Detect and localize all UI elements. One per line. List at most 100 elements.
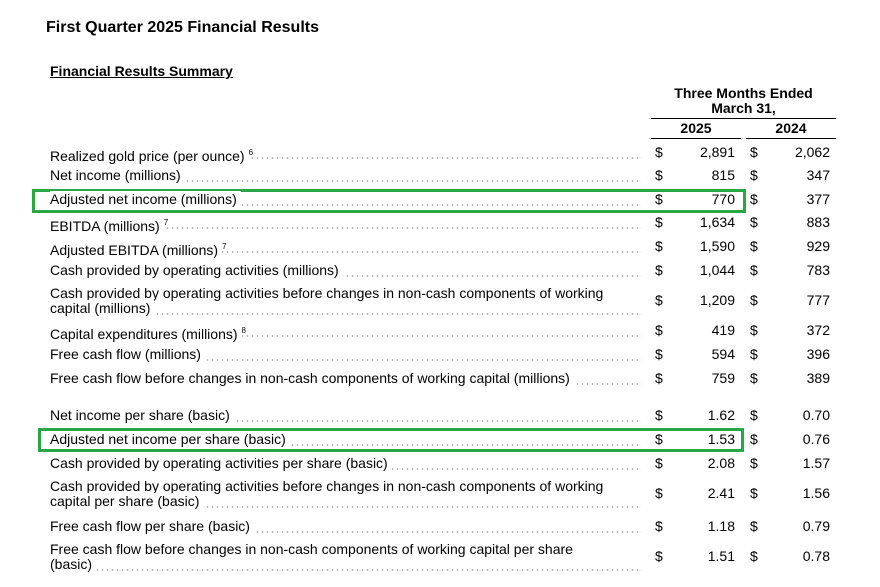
value-2024: 0.78 <box>802 548 830 564</box>
value-2025: 2.41 <box>707 485 735 501</box>
value-2024: 389 <box>806 370 830 386</box>
table-row: Cash provided by operating activities be… <box>0 478 880 509</box>
currency-symbol-2025: $ <box>655 322 663 338</box>
section-title: Financial Results Summary <box>50 63 233 79</box>
row-label-text: Net income (millions) <box>50 167 185 183</box>
currency-symbol-2024: $ <box>750 167 758 183</box>
value-2024: 0.79 <box>802 518 830 534</box>
currency-symbol-2025: $ <box>655 144 663 160</box>
row-label: Realized gold price (per ounce) 6 <box>50 145 642 164</box>
dot-leader <box>50 569 642 571</box>
row-label-text: Realized gold price (per ounce) <box>50 148 249 164</box>
year-rule-2024 <box>746 138 836 139</box>
row-label-text: Net income per share (basic) <box>50 407 234 423</box>
currency-symbol-2024: $ <box>750 407 758 423</box>
currency-symbol-2024: $ <box>750 370 758 386</box>
currency-symbol-2024: $ <box>750 322 758 338</box>
value-2024: 2,062 <box>794 144 830 160</box>
value-2025: 2,891 <box>699 144 735 160</box>
footnote-marker: 7 <box>163 218 169 227</box>
period-header: Three Months Ended March 31, <box>651 86 836 116</box>
currency-symbol-2025: $ <box>655 167 663 183</box>
value-2025: 419 <box>711 322 735 338</box>
table-row: Net income (millions) $815 $347 <box>0 167 880 183</box>
dot-leader <box>50 313 642 315</box>
dot-leader <box>50 444 642 446</box>
currency-symbol-2024: $ <box>750 346 758 362</box>
row-label-text: Cash provided by operating activities (m… <box>50 262 343 278</box>
dot-leader <box>50 204 642 206</box>
currency-symbol-2025: $ <box>655 548 663 564</box>
value-2024: 0.76 <box>802 431 830 447</box>
value-2025: 594 <box>711 346 735 362</box>
table-row: Adjusted net income per share (basic) $1.… <box>0 431 880 447</box>
footnote-marker: 7 <box>222 242 227 251</box>
dot-leader <box>50 227 642 229</box>
dot-leader <box>50 359 642 361</box>
value-2025: 1,634 <box>699 214 735 230</box>
row-label: Net income (millions) <box>50 167 642 183</box>
value-2025: 1.51 <box>707 548 735 564</box>
currency-symbol-2025: $ <box>655 346 663 362</box>
dot-leader <box>50 275 642 277</box>
table-row: Adjusted EBITDA (millions) 7 $1,590 $929 <box>0 238 880 258</box>
table-row: Cash provided by operating activities be… <box>0 285 880 316</box>
value-2024: 929 <box>806 238 830 254</box>
currency-symbol-2024: $ <box>750 485 758 501</box>
row-label: Capital expenditures (millions) 8 <box>50 323 642 342</box>
currency-symbol-2024: $ <box>750 238 758 254</box>
currency-symbol-2024: $ <box>750 144 758 160</box>
table-row: EBITDA (millions) 7 $1,634 $883 <box>0 214 880 234</box>
row-label: Adjusted net income (millions) <box>50 191 642 207</box>
row-label-text-continued: capital (millions) <box>50 300 155 316</box>
currency-symbol-2024: $ <box>750 214 758 230</box>
year-rule-2025 <box>651 138 741 139</box>
row-label-text: Adjusted EBITDA (millions) <box>50 242 223 258</box>
table-row: Free cash flow per share (basic) $1.18 $0.… <box>0 518 880 534</box>
year-header-2024: 2024 <box>775 120 807 136</box>
value-2025: 1.18 <box>707 518 735 534</box>
year-header-2025: 2025 <box>680 120 712 136</box>
row-label: Free cash flow before changes in non-cas… <box>50 541 642 572</box>
row-label: Cash provided by operating activities (m… <box>50 262 642 278</box>
row-label-text: Free cash flow before changes in non-cas… <box>50 370 574 386</box>
row-label: Free cash flow (millions) <box>50 346 642 362</box>
dot-leader <box>50 251 642 253</box>
dot-leader <box>50 506 642 508</box>
value-2024: 0.70 <box>802 407 830 423</box>
currency-symbol-2025: $ <box>655 191 663 207</box>
value-2024: 883 <box>806 214 830 230</box>
value-2025: 1.62 <box>707 407 735 423</box>
currency-symbol-2025: $ <box>655 214 663 230</box>
row-label: Free cash flow before changes in non-cas… <box>50 370 642 386</box>
row-label-text: Cash provided by operating activities pe… <box>50 455 392 471</box>
row-label: Free cash flow per share (basic) <box>50 518 642 534</box>
footnote-marker: 8 <box>241 326 246 335</box>
currency-symbol-2025: $ <box>655 407 663 423</box>
row-label: Cash provided by operating activities be… <box>50 478 642 509</box>
value-2025: 759 <box>711 370 735 386</box>
value-2025: 1.53 <box>707 431 735 447</box>
currency-symbol-2024: $ <box>750 191 758 207</box>
dot-leader <box>50 531 642 533</box>
document-title: First Quarter 2025 Financial Results <box>46 19 319 36</box>
highlight-adjusted-net-income <box>32 189 746 213</box>
period-header-line2: March 31, <box>711 100 776 116</box>
dot-leader <box>50 180 642 182</box>
row-label-text: Cash provided by operating activities be… <box>50 478 608 494</box>
value-2025: 770 <box>711 191 735 207</box>
table-row: Capital expenditures (millions) 8 $419 $372 <box>0 322 880 342</box>
value-2024: 777 <box>806 292 830 308</box>
value-2025: 1,209 <box>699 292 735 308</box>
table-row: Cash provided by operating activities pe… <box>0 455 880 471</box>
value-2025: 1,044 <box>699 262 735 278</box>
dot-leader <box>50 420 642 422</box>
dot-leader <box>50 335 642 337</box>
currency-symbol-2025: $ <box>655 292 663 308</box>
row-label-text: Free cash flow (millions) <box>50 346 205 362</box>
row-label: EBITDA (millions) 7 <box>50 215 642 234</box>
currency-symbol-2024: $ <box>750 431 758 447</box>
table-row: Realized gold price (per ounce) 6 $2,891 $2… <box>0 144 880 164</box>
value-2024: 396 <box>806 346 830 362</box>
row-label-text: EBITDA (millions) <box>50 218 164 234</box>
